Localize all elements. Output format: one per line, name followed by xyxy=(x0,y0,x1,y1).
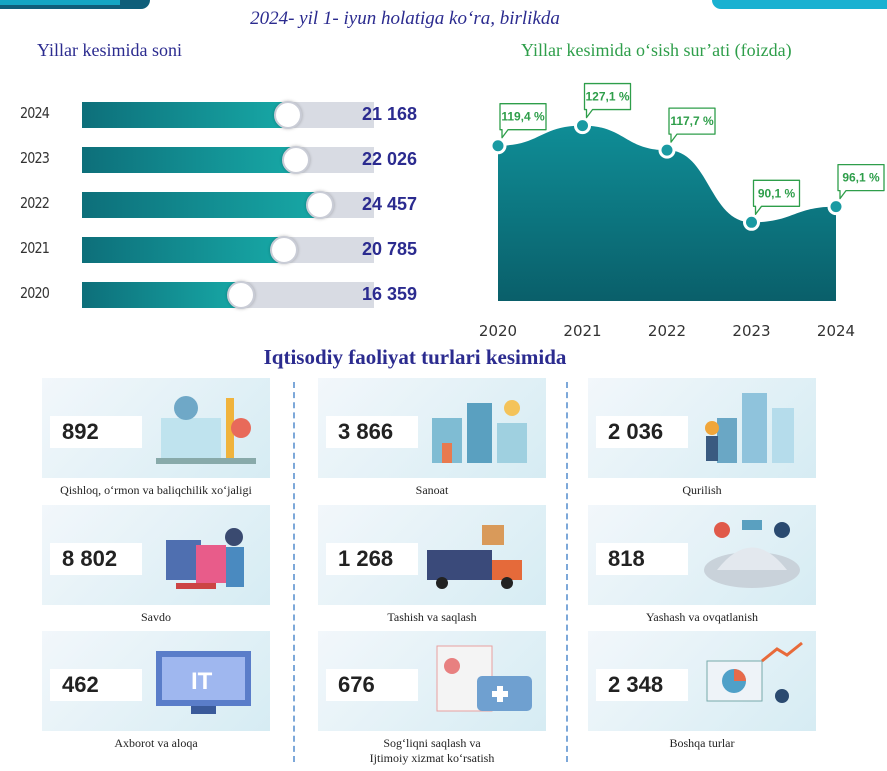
data-label-box xyxy=(668,107,716,143)
data-label-box xyxy=(583,82,632,119)
activity-caption: Yashash va ovqatlanish xyxy=(645,610,759,624)
activity-card: 2 348 xyxy=(588,631,816,731)
activity-caption: Savdo xyxy=(141,610,171,624)
page-title: 2024- yil 1- iyun holatiga ko‘ra, birlik… xyxy=(250,8,560,29)
bar-track xyxy=(82,281,374,309)
activity-value: 892 xyxy=(50,416,142,448)
bar-year-label: 2020 xyxy=(20,284,50,302)
bar-year-label: 2023 xyxy=(20,149,50,167)
bar-year-label: 2022 xyxy=(20,194,50,212)
data-label-box xyxy=(752,179,801,215)
activity-caption: Boshqa turlar xyxy=(669,736,735,750)
activity-value: 818 xyxy=(596,543,688,575)
data-label: 90,1 % xyxy=(758,186,796,200)
bar-row-2023: 2023 22 026 xyxy=(20,145,460,175)
data-label-box xyxy=(837,163,885,200)
data-label: 96,1 % xyxy=(842,171,880,185)
activity-value: 2 036 xyxy=(596,416,688,448)
activity-caption: Qishloq, o‘rmon va baliqchilik xo‘jaligi xyxy=(60,483,252,497)
bar-track xyxy=(82,191,374,219)
activity-card: 818 xyxy=(588,505,816,605)
activity-caption: Sanoat xyxy=(415,483,449,497)
activity-caption: Qurilish xyxy=(682,483,722,497)
x-tick-label: 2020 xyxy=(479,322,517,340)
x-tick-label: 2022 xyxy=(648,322,686,340)
area-chart: 119,4 % 2020 127,1 % 2021 117,7 % 2022 90,1 % 2… xyxy=(479,82,885,340)
data-point xyxy=(574,117,591,135)
corner-decoration-left-accent xyxy=(0,0,120,5)
activity-value: 676 xyxy=(326,669,418,701)
x-tick-label: 2021 xyxy=(563,322,601,340)
column-divider xyxy=(566,382,568,762)
data-label-box xyxy=(499,103,547,139)
data-label: 119,4 % xyxy=(501,110,545,124)
it-illustration: IT xyxy=(146,641,264,725)
data-label: 127,1 % xyxy=(585,90,629,104)
bar-knob xyxy=(274,101,303,129)
bar-chart-title: Yillar kesimida soni xyxy=(37,40,182,60)
bar-row-2024: 2024 21 168 xyxy=(20,100,460,130)
bar-row-2021: 2021 20 785 xyxy=(20,235,460,265)
bar-value-label: 20 785 xyxy=(362,239,418,259)
data-point xyxy=(743,213,760,231)
activity-card: 3 866 xyxy=(318,378,546,478)
bar-year-label: 2024 xyxy=(20,104,50,122)
activity-caption: Sog‘liqni saqlash va Ijtimoiy xizmat ko‘r… xyxy=(369,736,495,765)
data-point xyxy=(827,198,845,216)
bar-row-2020: 2020 16 359 xyxy=(20,280,460,310)
bar-year-label: 2021 xyxy=(20,239,50,257)
hospitality-illustration xyxy=(692,515,810,599)
bar-fill xyxy=(82,192,321,218)
activity-card: 462 IT xyxy=(42,631,270,731)
construction-illustration xyxy=(692,388,810,472)
data-point xyxy=(658,141,676,159)
bar-fill xyxy=(82,147,297,173)
activity-value: 2 348 xyxy=(596,669,688,701)
bar-knob xyxy=(306,191,335,219)
bar-knob xyxy=(227,281,256,309)
activity-caption: Axborot va aloqa xyxy=(114,736,198,750)
line-chart-title: Yillar kesimida o‘sish sur’ati (foizda) xyxy=(521,40,792,60)
bar-fill xyxy=(82,237,285,263)
other-illustration xyxy=(692,641,810,725)
bar-knob xyxy=(282,146,311,174)
activity-value: 3 866 xyxy=(326,416,418,448)
data-point xyxy=(489,137,507,155)
bar-value-label: 21 168 xyxy=(362,104,418,124)
activity-card: 676 xyxy=(318,631,546,731)
activity-card: 2 036 xyxy=(588,378,816,478)
svg-text:IT: IT xyxy=(191,668,213,695)
activity-caption: Tashish va saqlash xyxy=(387,610,477,624)
bar-knob xyxy=(270,236,299,264)
industry-illustration xyxy=(422,388,540,472)
activity-card: 8 802 xyxy=(42,505,270,605)
bar-track xyxy=(82,101,374,129)
activity-card: 1 268 xyxy=(318,505,546,605)
bar-track xyxy=(82,236,374,264)
x-tick-label: 2024 xyxy=(817,322,855,340)
transport-illustration xyxy=(422,515,540,599)
corner-decoration-right xyxy=(712,0,887,9)
activity-card: 892 xyxy=(42,378,270,478)
agriculture-illustration xyxy=(146,388,264,472)
bar-fill xyxy=(82,282,242,308)
bar-row-2022: 2022 24 457 xyxy=(20,190,460,220)
bar-value-label: 22 026 xyxy=(362,149,418,169)
area-fill xyxy=(498,125,836,302)
health-illustration xyxy=(422,641,540,725)
activities-title: Iqtisodiy faoliyat turlari kesimida xyxy=(263,345,567,369)
activity-value: 1 268 xyxy=(326,543,418,575)
bar-value-label: 16 359 xyxy=(362,284,418,304)
bar-fill xyxy=(82,102,289,128)
activity-value: 8 802 xyxy=(50,543,142,575)
activity-value: 462 xyxy=(50,669,142,701)
x-tick-label: 2023 xyxy=(732,322,770,340)
data-label: 117,7 % xyxy=(670,114,714,128)
bar-value-label: 24 457 xyxy=(362,194,418,214)
trade-illustration xyxy=(146,515,264,599)
column-divider xyxy=(293,382,295,762)
bar-track xyxy=(82,146,374,174)
